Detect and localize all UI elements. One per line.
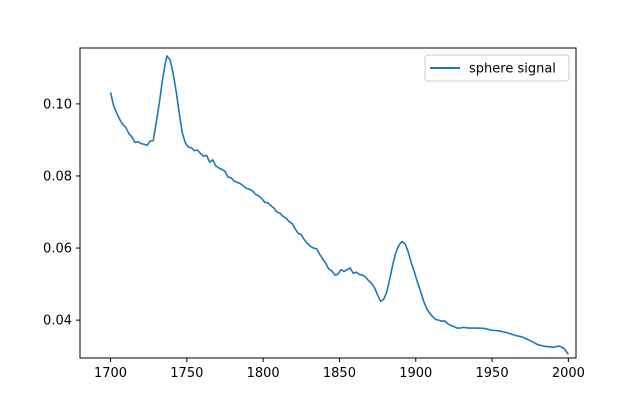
x-tick-label: 1850	[323, 366, 356, 381]
legend-label: sphere signal	[469, 62, 556, 77]
x-tick-label: 1950	[476, 366, 509, 381]
x-tick-label: 1900	[399, 366, 432, 381]
plot-frame	[79, 47, 577, 359]
x-tick-label: 1750	[170, 366, 203, 381]
legend-box	[424, 54, 570, 82]
x-tick-label: 1700	[94, 366, 127, 381]
x-tick-label: 1800	[247, 366, 280, 381]
plot-background	[80, 48, 576, 358]
x-tick-label: 2000	[552, 366, 585, 381]
y-tick-label: 0.04	[43, 314, 72, 329]
y-tick-label: 0.08	[43, 169, 72, 184]
y-tick-label: 0.10	[43, 97, 72, 112]
series-line-0	[109, 55, 570, 355]
data-layer	[109, 55, 570, 355]
axis-layer: 1700 1750 1800 1850 1900 1950 2000 0.04 0.06 0.08…	[43, 97, 585, 381]
y-tick-label: 0.06	[43, 242, 72, 257]
legend: sphere signal	[424, 54, 570, 82]
